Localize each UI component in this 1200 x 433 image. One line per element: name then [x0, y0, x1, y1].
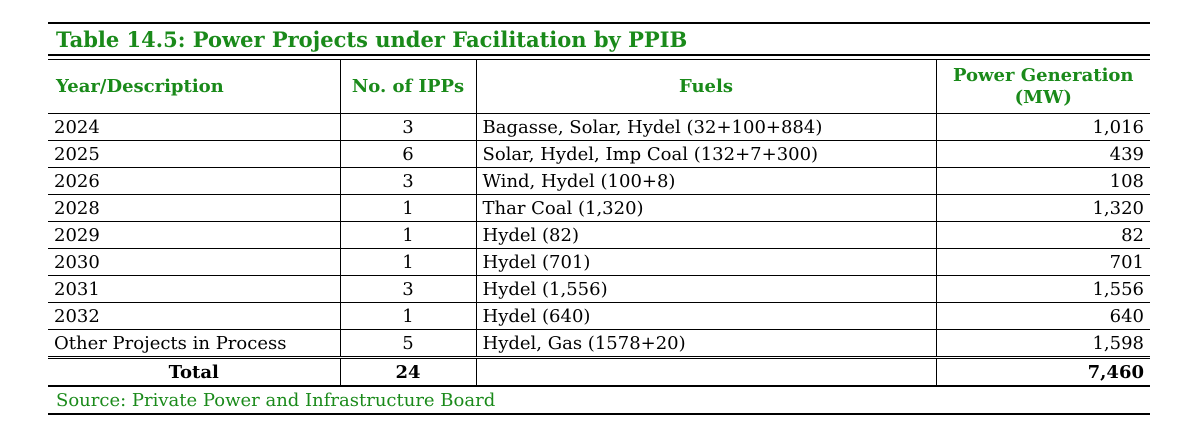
table-title: Table 14.5: Power Projects under Facilit… [56, 26, 688, 52]
cell-ipps: 1 [339, 194, 476, 222]
cell-fuels: Bagasse, Solar, Hydel (32+100+884) [475, 113, 936, 141]
total-ipps: 24 [339, 356, 476, 387]
cell-fuels: Thar Coal (1,320) [475, 194, 936, 222]
cell-year: Other Projects in Process [48, 329, 340, 358]
cell-ipps: 1 [339, 248, 476, 276]
table-row: 2030 1 Hydel (701) 701 [48, 248, 1150, 276]
header-ipps: No. of IPPs [339, 60, 476, 114]
table-row: 2026 3 Wind, Hydel (100+8) 108 [48, 167, 1150, 195]
table-row: Other Projects in Process 5 Hydel, Gas (… [48, 329, 1150, 358]
table-container: Table 14.5: Power Projects under Facilit… [48, 22, 1150, 415]
cell-year: 2025 [48, 140, 340, 168]
cell-fuels: Hydel (82) [475, 221, 936, 249]
header-power: Power Generation (MW) [935, 60, 1150, 114]
table-row: 2032 1 Hydel (640) 640 [48, 302, 1150, 330]
table-row: 2028 1 Thar Coal (1,320) 1,320 [48, 194, 1150, 222]
table-row: 2025 6 Solar, Hydel, Imp Coal (132+7+300… [48, 140, 1150, 168]
total-fuels [475, 356, 936, 387]
cell-fuels: Hydel (1,556) [475, 275, 936, 303]
cell-mw: 1,016 [935, 113, 1150, 141]
cell-year: 2024 [48, 113, 340, 141]
cell-ipps: 3 [339, 167, 476, 195]
table-title-bar: Table 14.5: Power Projects under Facilit… [48, 22, 1150, 54]
cell-mw: 1,320 [935, 194, 1150, 222]
cell-year: 2026 [48, 167, 340, 195]
cell-mw: 1,598 [935, 329, 1150, 358]
cell-ipps: 3 [339, 275, 476, 303]
cell-ipps: 6 [339, 140, 476, 168]
cell-year: 2029 [48, 221, 340, 249]
cell-year: 2030 [48, 248, 340, 276]
cell-ipps: 1 [339, 302, 476, 330]
power-projects-table: Year/Description No. of IPPs Fuels Power… [48, 60, 1150, 387]
cell-ipps: 3 [339, 113, 476, 141]
total-mw: 7,460 [935, 356, 1150, 387]
cell-year: 2031 [48, 275, 340, 303]
header-year: Year/Description [48, 60, 340, 114]
cell-ipps: 5 [339, 329, 476, 358]
table-row: 2024 3 Bagasse, Solar, Hydel (32+100+884… [48, 113, 1150, 141]
cell-mw: 108 [935, 167, 1150, 195]
cell-mw: 1,556 [935, 275, 1150, 303]
source-row: Source: Private Power and Infrastructure… [48, 387, 1150, 415]
title-divider [48, 54, 1150, 60]
cell-fuels: Wind, Hydel (100+8) [475, 167, 936, 195]
cell-mw: 640 [935, 302, 1150, 330]
cell-year: 2028 [48, 194, 340, 222]
cell-ipps: 1 [339, 221, 476, 249]
table-row: 2031 3 Hydel (1,556) 1,556 [48, 275, 1150, 303]
table-row: 2029 1 Hydel (82) 82 [48, 221, 1150, 249]
cell-fuels: Solar, Hydel, Imp Coal (132+7+300) [475, 140, 936, 168]
cell-fuels: Hydel, Gas (1578+20) [475, 329, 936, 358]
cell-year: 2032 [48, 302, 340, 330]
header-fuels: Fuels [475, 60, 936, 114]
cell-mw: 82 [935, 221, 1150, 249]
total-label: Total [48, 356, 340, 387]
cell-mw: 439 [935, 140, 1150, 168]
cell-fuels: Hydel (701) [475, 248, 936, 276]
source-note: Source: Private Power and Infrastructure… [56, 389, 496, 411]
cell-mw: 701 [935, 248, 1150, 276]
header-row: Year/Description No. of IPPs Fuels Power… [48, 60, 1150, 114]
cell-fuels: Hydel (640) [475, 302, 936, 330]
total-row: Total 24 7,460 [48, 356, 1150, 387]
